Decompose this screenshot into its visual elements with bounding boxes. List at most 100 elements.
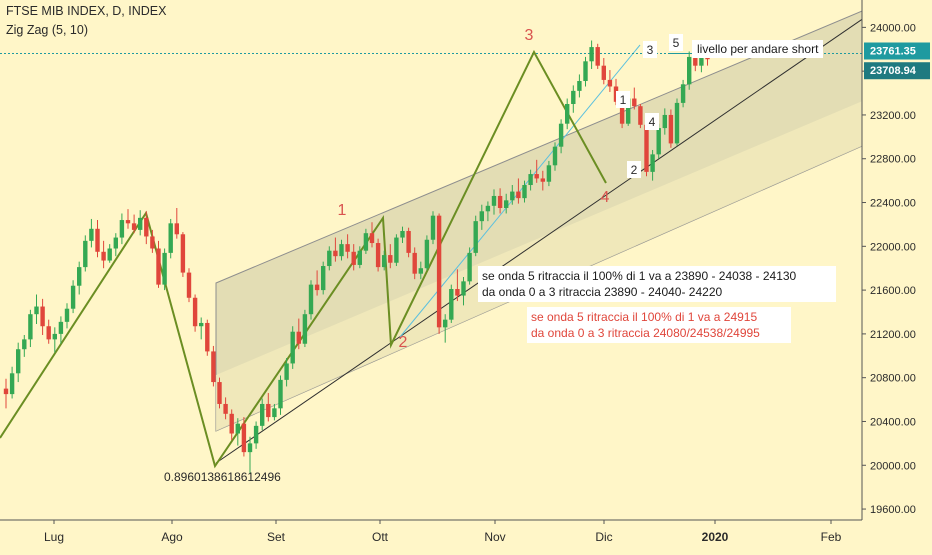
candle-body bbox=[247, 443, 253, 453]
candle-body bbox=[369, 233, 375, 244]
candle-body bbox=[467, 252, 472, 282]
price-tick-label: 23200.00 bbox=[870, 110, 916, 122]
candle-body bbox=[58, 321, 64, 334]
candle-body bbox=[156, 248, 161, 285]
candle-body bbox=[3, 388, 9, 395]
candle-body bbox=[595, 47, 600, 66]
candle-body bbox=[388, 255, 393, 263]
candle-body bbox=[589, 47, 594, 62]
candle-body bbox=[607, 79, 613, 87]
wave-label-2: 2 bbox=[399, 334, 408, 351]
candle-body bbox=[583, 61, 588, 82]
time-tick-label: Feb bbox=[821, 530, 842, 544]
price-tick-label: 21200.00 bbox=[870, 329, 916, 341]
annotation-black-line1: se onda 5 ritraccia il 100% di 1 va a 23… bbox=[482, 269, 797, 283]
candle-body bbox=[522, 185, 527, 199]
zigzag-value-label: 0.8960138618612496 bbox=[164, 470, 281, 484]
candle-body bbox=[302, 314, 308, 344]
candle-body bbox=[241, 423, 247, 453]
candle-body bbox=[693, 56, 698, 66]
candle-body bbox=[479, 211, 484, 222]
candle-body bbox=[199, 322, 204, 327]
labels-layer: 1 2 3 4 1 2 3 4 5 0.8960138618612496 bbox=[164, 27, 683, 484]
candle-body bbox=[266, 403, 271, 418]
time-tick-label: Dic bbox=[595, 530, 612, 544]
candle-body bbox=[638, 106, 643, 125]
candle-body bbox=[333, 250, 338, 257]
candle-body bbox=[77, 267, 82, 286]
candle-body bbox=[473, 221, 478, 253]
candle-body bbox=[644, 124, 649, 172]
price-axis-background bbox=[862, 0, 932, 550]
candle-body bbox=[400, 230, 405, 238]
candle-body bbox=[278, 379, 283, 409]
candle-body bbox=[656, 128, 661, 155]
candle-body bbox=[449, 289, 454, 320]
candle-body bbox=[64, 308, 70, 322]
candle-body bbox=[162, 252, 167, 285]
candle-body bbox=[223, 403, 228, 414]
candle-body bbox=[626, 98, 631, 124]
candle-body bbox=[308, 284, 314, 315]
candle-body bbox=[534, 174, 539, 179]
candle-body bbox=[144, 217, 149, 237]
candle-body bbox=[83, 240, 88, 268]
sub-wave-box-5 bbox=[669, 34, 683, 51]
candle-body bbox=[9, 373, 15, 395]
annotation-black-line2: da onda 0 a 3 ritraccia 23890 - 24040- 2… bbox=[482, 285, 723, 300]
candle-body bbox=[540, 178, 545, 182]
candle-body bbox=[351, 251, 356, 265]
price-tick-label: 20800.00 bbox=[870, 373, 916, 385]
candle-body bbox=[119, 220, 125, 238]
candle-body bbox=[668, 114, 674, 144]
time-tick-label: Ago bbox=[161, 530, 183, 544]
candle-body bbox=[571, 90, 576, 104]
time-tick-label: 2020 bbox=[702, 530, 729, 544]
candle-body bbox=[510, 191, 515, 201]
candle-body bbox=[290, 331, 295, 364]
annotation-red: se onda 5 ritraccia il 100% di 1 va a 24… bbox=[527, 307, 791, 344]
candles-layer bbox=[3, 40, 710, 475]
candle-body bbox=[52, 333, 57, 340]
candle-body bbox=[662, 114, 667, 129]
candle-body bbox=[174, 223, 179, 235]
candle-body bbox=[272, 408, 277, 418]
candle-body bbox=[235, 423, 240, 434]
candle-body bbox=[699, 55, 704, 66]
candle-body bbox=[650, 154, 655, 172]
candle-body bbox=[107, 248, 112, 261]
candle-body bbox=[430, 215, 436, 240]
candle-body bbox=[619, 101, 625, 124]
candle-body bbox=[394, 237, 399, 263]
candle-body bbox=[687, 56, 692, 85]
candle-body bbox=[95, 228, 100, 252]
candle-body bbox=[418, 268, 423, 274]
sub-wave-label-3: 3 bbox=[647, 43, 654, 57]
sub-wave-box-1 bbox=[616, 91, 630, 108]
candle-body bbox=[180, 234, 186, 273]
candle-body bbox=[253, 425, 259, 444]
candle-body bbox=[601, 65, 606, 80]
annotation-red-line2: da onda 0 a 3 ritraccia 24080/24538/2499… bbox=[531, 326, 760, 341]
candle-body bbox=[382, 255, 387, 268]
candle-body bbox=[436, 215, 442, 328]
candle-body bbox=[375, 243, 381, 268]
price-tick-label: 22400.00 bbox=[870, 198, 916, 210]
candle-body bbox=[528, 174, 533, 186]
candle-body bbox=[339, 244, 344, 257]
sub-wave-label-1: 1 bbox=[620, 93, 627, 107]
candle-body bbox=[497, 195, 503, 208]
candle-body bbox=[138, 217, 143, 230]
candle-body bbox=[363, 233, 369, 251]
annotation-short-level: livello per andare short bbox=[692, 40, 824, 58]
chart-header: FTSE MIB INDEX, D, INDEX Zig Zag (5, 10) bbox=[6, 4, 166, 38]
candle-body bbox=[327, 250, 332, 267]
candle-body bbox=[150, 236, 155, 249]
annotation-black: se onda 5 ritraccia il 100% di 1 va a 23… bbox=[478, 266, 836, 303]
time-tick-label: Lug bbox=[44, 530, 64, 544]
sub-wave-box-3 bbox=[643, 41, 657, 58]
candle-body bbox=[186, 272, 192, 298]
candle-body bbox=[314, 284, 320, 291]
